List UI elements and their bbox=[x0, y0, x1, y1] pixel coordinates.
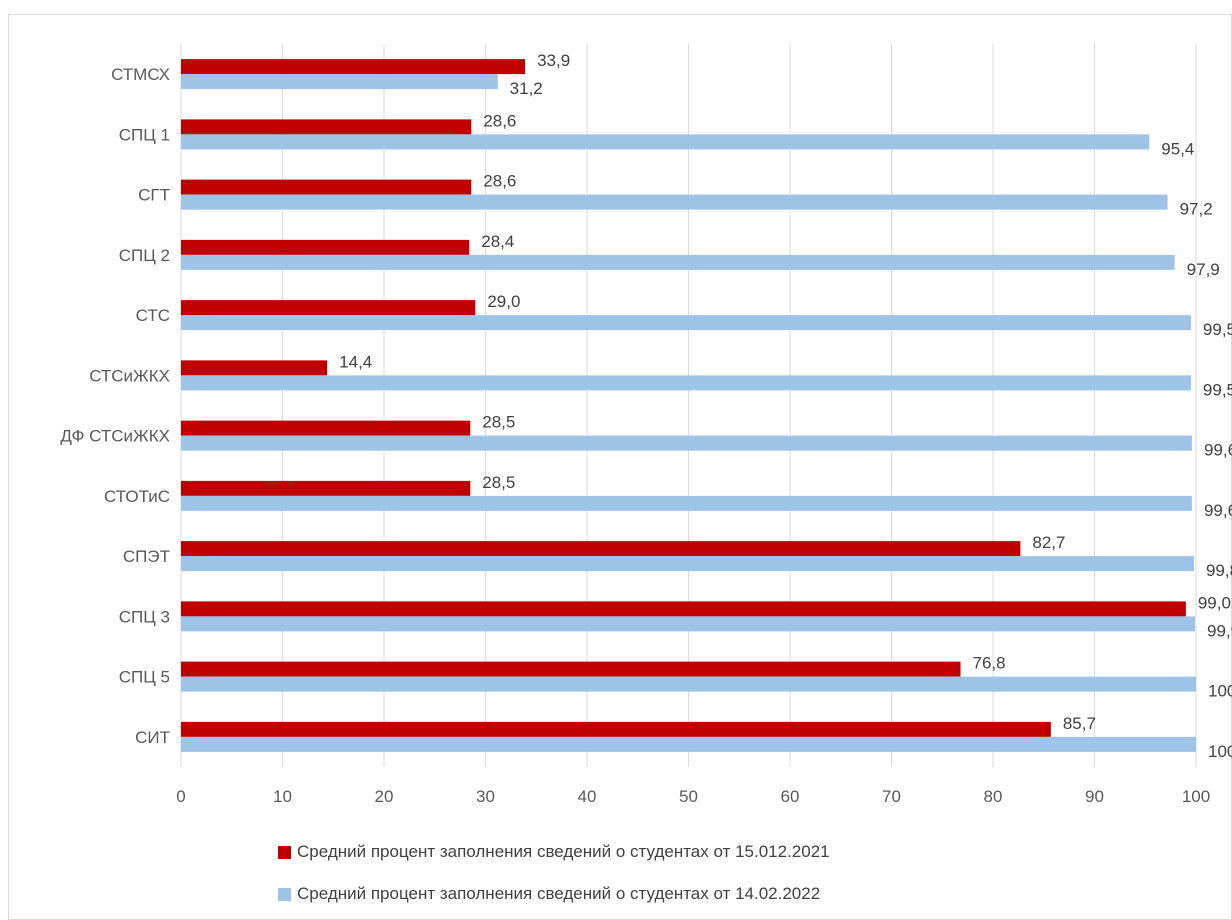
category-label: СГТ bbox=[138, 186, 170, 205]
chart-frame bbox=[8, 14, 1232, 920]
bar-series-2 bbox=[181, 616, 1195, 632]
data-label-series-2: 99,6 bbox=[1204, 441, 1232, 460]
x-tick-labels: 0 10 20 30 40 50 60 70 80 90 100 bbox=[176, 787, 1210, 806]
x-tick-label: 50 bbox=[679, 787, 698, 806]
data-label-series-2: 99,6 bbox=[1204, 501, 1232, 520]
category-label: СПЦ 2 bbox=[119, 246, 170, 265]
data-label-series-1: 29,0 bbox=[487, 292, 520, 311]
bar-series-2 bbox=[181, 315, 1191, 331]
legend-item-series-2: Средний процент заполнения сведений о ст… bbox=[278, 884, 820, 904]
bar-series-2 bbox=[181, 375, 1191, 391]
bar-series-2 bbox=[181, 194, 1168, 210]
bar-series-1 bbox=[181, 179, 472, 195]
bar-series-2 bbox=[181, 736, 1196, 752]
data-label-series-1: 99,0 bbox=[1198, 593, 1231, 612]
category-label: СТМСХ bbox=[111, 65, 170, 84]
x-tick-label: 100 bbox=[1182, 787, 1210, 806]
bar-series-1 bbox=[181, 721, 1051, 737]
category-label: СТС bbox=[136, 306, 170, 325]
data-label-series-2: 99,5 bbox=[1203, 380, 1232, 399]
bar-series-1 bbox=[181, 239, 470, 255]
legend-label-series-2: Средний процент заполнения сведений о ст… bbox=[297, 884, 821, 903]
gridlines bbox=[180, 44, 1197, 767]
bar-series-2 bbox=[181, 254, 1175, 270]
data-label-series-2: 95,4 bbox=[1161, 139, 1194, 158]
data-label-series-2: 99,9 bbox=[1207, 621, 1232, 640]
category-label: СПЦ 3 bbox=[119, 607, 170, 626]
data-label-series-2: 99,5 bbox=[1203, 320, 1232, 339]
x-tick-label: 20 bbox=[375, 787, 394, 806]
x-tick-label: 0 bbox=[176, 787, 185, 806]
bar-series-1 bbox=[181, 541, 1021, 557]
category-label: СИТ bbox=[135, 728, 170, 747]
data-label-series-1: 28,6 bbox=[483, 111, 516, 130]
x-tick-label: 90 bbox=[1085, 787, 1104, 806]
data-label-series-2: 97,9 bbox=[1187, 260, 1220, 279]
data-label-series-1: 28,6 bbox=[483, 172, 516, 191]
category-label: СПЦ 1 bbox=[119, 125, 170, 144]
bar-series-2 bbox=[181, 74, 498, 90]
bar-series-1 bbox=[181, 480, 471, 496]
x-tick-label: 70 bbox=[882, 787, 901, 806]
bar-series-2 bbox=[181, 556, 1194, 572]
data-label-series-2: 100 bbox=[1208, 742, 1232, 761]
data-label-series-1: 28,4 bbox=[481, 232, 514, 251]
x-tick-label: 60 bbox=[781, 787, 800, 806]
data-label-series-1: 33,9 bbox=[537, 51, 570, 70]
bar-series-1 bbox=[181, 59, 526, 75]
category-label: СПЦ 5 bbox=[119, 668, 170, 687]
x-tick-label: 10 bbox=[273, 787, 292, 806]
data-label-series-1: 14,4 bbox=[339, 352, 372, 371]
data-label-series-1: 76,8 bbox=[973, 654, 1006, 673]
category-label: СПЭТ bbox=[123, 547, 170, 566]
x-tick-label: 80 bbox=[984, 787, 1003, 806]
data-label-series-2: 100 bbox=[1208, 682, 1232, 701]
bar-series-1 bbox=[181, 300, 476, 316]
bar-series-2 bbox=[181, 435, 1192, 451]
bar-series-2 bbox=[181, 676, 1196, 692]
legend-swatch-series-2 bbox=[278, 887, 291, 901]
bar-series-2 bbox=[181, 495, 1192, 511]
bars bbox=[181, 59, 1196, 752]
bar-series-2 bbox=[181, 134, 1150, 150]
bar-series-1 bbox=[181, 119, 472, 135]
data-label-series-1: 28,5 bbox=[482, 413, 515, 432]
x-tick-label: 30 bbox=[476, 787, 495, 806]
bar-series-1 bbox=[181, 601, 1186, 617]
data-label-series-2: 31,2 bbox=[510, 79, 543, 98]
bar-series-1 bbox=[181, 661, 961, 677]
data-label-series-1: 82,7 bbox=[1032, 533, 1065, 552]
category-label: ДФ СТСиЖКХ bbox=[60, 427, 170, 446]
legend-label-series-1: Средний процент заполнения сведений о ст… bbox=[297, 842, 830, 861]
x-tick-label: 40 bbox=[578, 787, 597, 806]
data-label-series-1: 85,7 bbox=[1063, 714, 1096, 733]
category-label: СТОТиС bbox=[104, 487, 170, 506]
data-labels: 33,9 31,2 28,6 95,4 28,6 97,2 28,4 97,9 29,0 99,5… bbox=[339, 51, 1232, 761]
data-label-series-1: 28,5 bbox=[482, 473, 515, 492]
legend-item-series-1: Средний процент заполнения сведений о ст… bbox=[278, 842, 830, 862]
bar-series-1 bbox=[181, 420, 471, 436]
legend-swatch-series-1 bbox=[278, 845, 291, 859]
category-label: СТСиЖКХ bbox=[89, 366, 170, 385]
category-labels: СТМСХ СПЦ 1 СГТ СПЦ 2 СТС СТСиЖКХ ДФ СТСиЖКХ СТ… bbox=[60, 65, 170, 747]
data-label-series-2: 99,8 bbox=[1206, 561, 1232, 580]
data-label-series-2: 97,2 bbox=[1180, 200, 1213, 219]
bar-series-1 bbox=[181, 360, 328, 376]
